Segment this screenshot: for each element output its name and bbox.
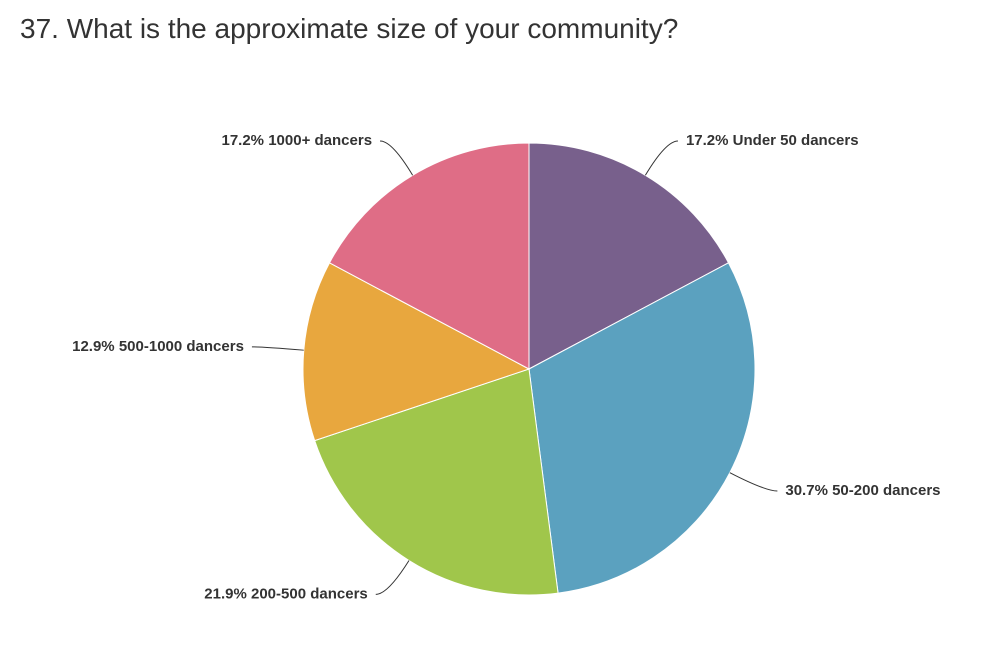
slice-label: 30.7% 50-200 dancers <box>785 482 940 499</box>
slice-category: 50-200 dancers <box>832 482 940 499</box>
slice-category: 1000+ dancers <box>268 132 372 149</box>
slice-percent: 30.7% <box>785 482 828 499</box>
slice-label: 21.9% 200-500 dancers <box>204 585 367 602</box>
leader-line <box>729 472 778 492</box>
slice-percent: 17.2% <box>221 132 264 149</box>
slice-percent: 12.9% <box>72 338 115 355</box>
slice-percent: 17.2% <box>686 132 729 149</box>
leader-line <box>644 140 679 176</box>
pie-slice <box>314 368 559 596</box>
leader-line <box>379 140 414 176</box>
slice-category: 200-500 dancers <box>251 585 368 602</box>
slice-category: Under 50 dancers <box>733 132 859 149</box>
slice-label: 17.2% Under 50 dancers <box>686 132 859 149</box>
slice-label: 12.9% 500-1000 dancers <box>72 338 244 355</box>
slice-percent: 21.9% <box>204 585 247 602</box>
slice-category: 500-1000 dancers <box>119 338 244 355</box>
pie-slice <box>302 262 531 442</box>
chart-title: 37. What is the approximate size of your… <box>20 13 678 44</box>
leader-line <box>251 346 304 351</box>
slice-label: 17.2% 1000+ dancers <box>221 132 372 149</box>
pie-slice <box>528 262 756 594</box>
leader-line <box>375 560 410 595</box>
